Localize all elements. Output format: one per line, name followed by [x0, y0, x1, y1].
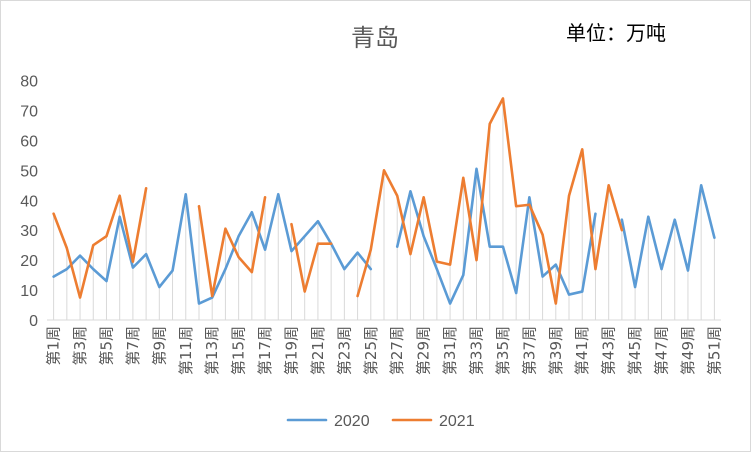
- y-tick-label: 0: [29, 313, 38, 330]
- x-tick-label: 第1周: [45, 326, 63, 366]
- series-line-2020: [395, 167, 597, 305]
- unit-label: 单位：万吨: [566, 21, 666, 45]
- x-tick-label: 第19周: [282, 326, 300, 375]
- legend: 2020 2021: [286, 413, 475, 430]
- x-tick-label: 第37周: [520, 326, 538, 375]
- x-tick-label: 第45周: [626, 326, 644, 375]
- y-tick-label: 70: [20, 103, 38, 120]
- x-tick-label: 第43周: [600, 326, 618, 375]
- x-tick-label: 第47周: [653, 326, 671, 375]
- x-tick-label: 第3周: [71, 326, 89, 366]
- x-tick-label: 第29周: [415, 326, 433, 375]
- y-tick-label: 30: [20, 223, 38, 240]
- y-tick-label: 50: [20, 163, 38, 180]
- x-tick-label: 第15周: [230, 326, 248, 375]
- x-axis-ticks: 第1周 第3周 第5周 第7周 第9周 第11周 第13周 第15周 第17周 第19周 第21周第…: [45, 326, 724, 375]
- x-tick-label: 第23周: [335, 326, 353, 375]
- x-tick-label: 第35周: [494, 326, 512, 375]
- legend-label-2021: 2021: [439, 413, 475, 430]
- series-line-2021: [52, 186, 148, 299]
- y-axis-ticks: 0 10 20 30 40 50 60 70 80: [20, 74, 38, 331]
- x-tick-label: 第13周: [203, 326, 221, 375]
- drop-lines: [53, 98, 715, 320]
- x-tick-label: 第51周: [705, 326, 723, 375]
- x-tick-label: 第21周: [309, 326, 327, 375]
- y-tick-label: 10: [20, 283, 38, 300]
- y-tick-label: 60: [20, 133, 38, 150]
- x-tick-label: 第39周: [547, 326, 565, 375]
- series-line-2020: [52, 192, 373, 305]
- legend-label-2020: 2020: [334, 413, 370, 430]
- x-tick-label: 第49周: [679, 326, 697, 375]
- series-line-2021: [356, 97, 624, 305]
- series-line-2021: [290, 222, 333, 293]
- series-line-2020: [620, 183, 716, 289]
- x-tick-label: 第27周: [388, 326, 406, 375]
- x-tick-label: 第25周: [362, 326, 380, 375]
- y-tick-label: 40: [20, 193, 38, 210]
- x-tick-label: 第41周: [573, 326, 591, 375]
- x-tick-label: 第11周: [177, 326, 195, 375]
- x-tick-label: 第17周: [256, 326, 274, 375]
- series-lines: [52, 97, 716, 305]
- y-tick-label: 20: [20, 253, 38, 270]
- x-tick-label: 第7周: [124, 326, 142, 366]
- x-tick-label: 第5周: [97, 326, 115, 366]
- y-tick-label: 80: [20, 74, 38, 91]
- x-tick-label: 第9周: [150, 326, 168, 366]
- x-tick-label: 第31周: [441, 326, 459, 375]
- series-line-2021: [197, 195, 267, 298]
- chart-title: 青岛: [351, 24, 399, 52]
- x-tick-label: 第33周: [468, 326, 486, 375]
